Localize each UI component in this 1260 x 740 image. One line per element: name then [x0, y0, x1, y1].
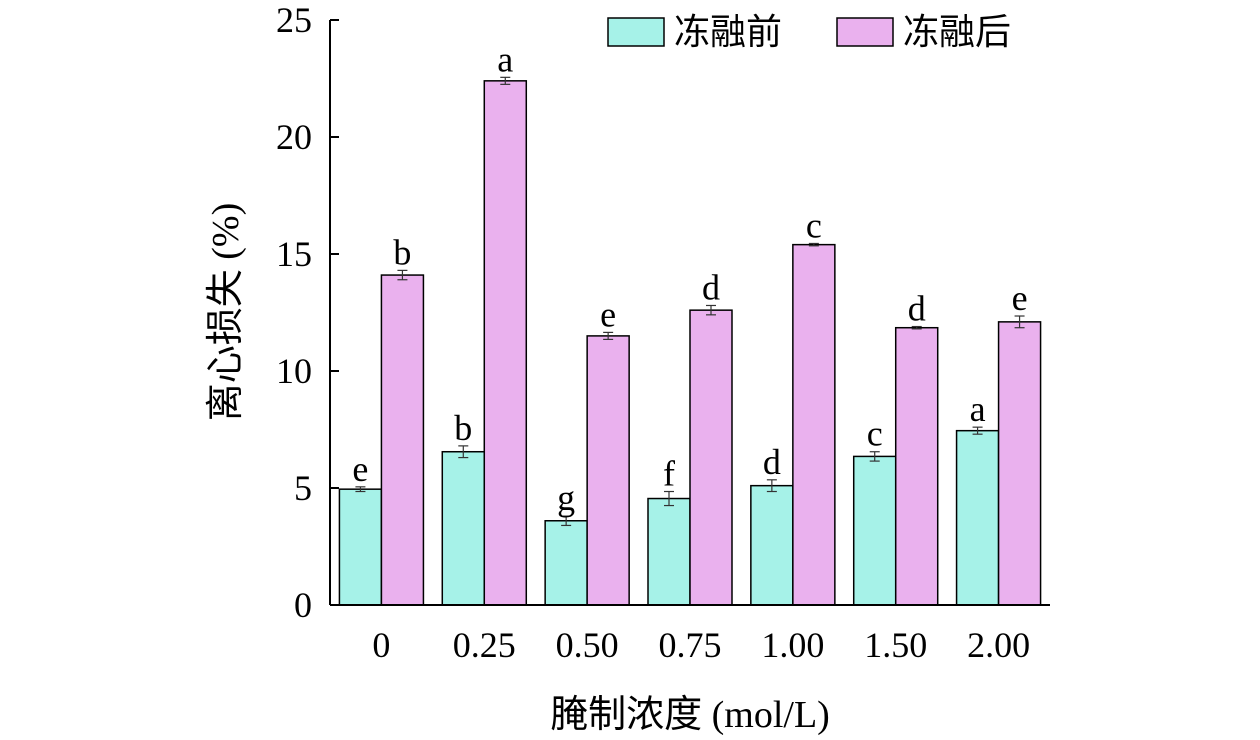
significance-label-s1-1: a — [497, 39, 513, 79]
y-tick-label-2: 10 — [276, 351, 312, 391]
significance-label-s1-4: c — [806, 205, 822, 245]
bar-s0-5 — [852, 455, 897, 606]
bar-s0-4 — [750, 484, 794, 606]
significance-label-s1-5: d — [908, 289, 926, 329]
legend-swatch-1 — [836, 17, 894, 47]
bar-s0-1 — [441, 450, 486, 606]
bar-s1-2 — [586, 335, 630, 606]
labels-layer: e b g f d c a b a e d c d e — [352, 39, 1027, 518]
y-tick-label-0: 0 — [294, 585, 312, 625]
bar-s0-0 — [338, 488, 383, 606]
bar-s1-4 — [792, 243, 836, 606]
bar-s1-5 — [894, 326, 939, 606]
bars-layer — [338, 76, 1042, 606]
x-tick-label-6: 2.00 — [967, 625, 1030, 665]
legend-swatch-0 — [607, 17, 665, 47]
y-tick-label-4: 20 — [276, 117, 312, 157]
significance-label-s0-5: c — [867, 414, 883, 454]
legend-label-1: 冻融后 — [903, 12, 1011, 52]
bar-s1-6 — [997, 321, 1042, 606]
bar-s0-6 — [955, 429, 1000, 606]
x-tick-label-2: 0.50 — [556, 625, 619, 665]
significance-label-s1-2: e — [600, 294, 616, 334]
bar-s0-2 — [544, 520, 588, 606]
x-tick-label-3: 0.75 — [659, 625, 722, 665]
significance-label-s0-2: g — [557, 478, 575, 518]
y-tick-label-1: 5 — [294, 468, 312, 508]
bar-s1-0 — [380, 274, 425, 606]
legend: 冻融前 冻融后 — [607, 12, 1011, 52]
x-tick-label-0: 0 — [372, 625, 390, 665]
bar-s1-3 — [689, 309, 733, 606]
significance-label-s0-1: b — [454, 408, 472, 448]
significance-label-s1-0: b — [393, 232, 411, 272]
y-tick-label-5: 25 — [276, 0, 312, 40]
significance-label-s0-4: d — [763, 442, 781, 482]
x-tick-label-4: 1.00 — [761, 625, 824, 665]
significance-label-s0-3: f — [663, 454, 675, 494]
bar-s0-3 — [647, 497, 691, 606]
x-tick-label-5: 1.50 — [864, 625, 927, 665]
significance-label-s0-6: a — [970, 389, 986, 429]
legend-label-0: 冻融前 — [674, 12, 782, 52]
x-tick-label-1: 0.25 — [453, 625, 516, 665]
significance-label-s1-3: d — [702, 267, 720, 307]
y-tick-label-3: 15 — [276, 234, 312, 274]
bar-s1-1 — [483, 80, 528, 606]
significance-label-s0-0: e — [352, 449, 368, 489]
x-axis-title: 腌制浓度 (mol/L) — [550, 694, 830, 736]
y-axis-title: 离心损失 (%) — [205, 203, 247, 421]
axes-layer: 0 5 10 15 20 25 0 0.25 0.50 0.75 1.00 1.50 2.00 — [276, 0, 1050, 665]
significance-label-s1-6: e — [1012, 278, 1028, 318]
